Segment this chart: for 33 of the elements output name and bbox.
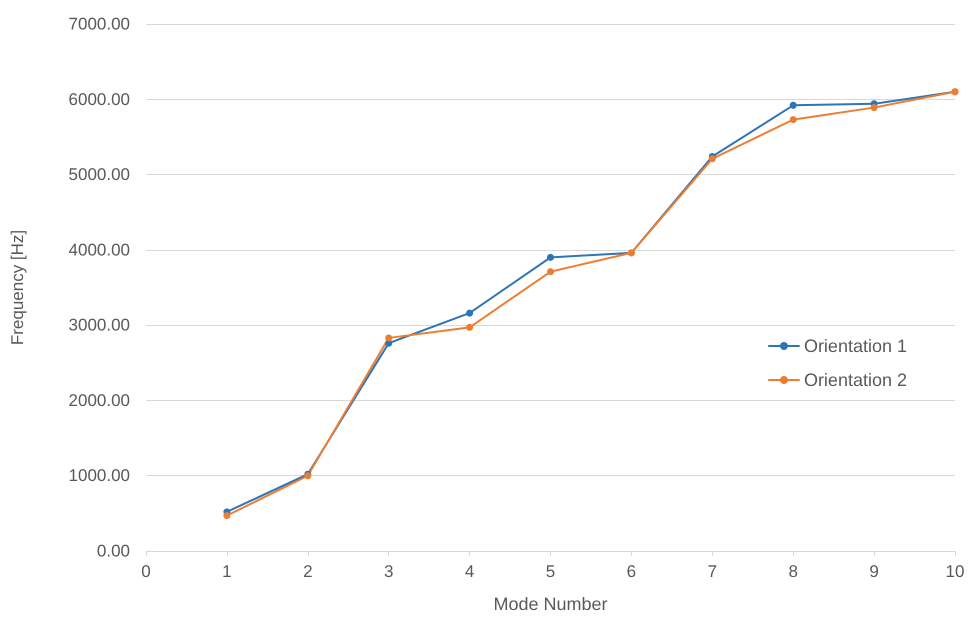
y-tick-label: 4000.00 bbox=[68, 240, 130, 260]
y-tick-label: 2000.00 bbox=[68, 390, 130, 410]
legend-label: Orientation 2 bbox=[804, 370, 907, 390]
x-tick-label: 5 bbox=[546, 562, 556, 581]
x-axis-title: Mode Number bbox=[493, 594, 608, 614]
point bbox=[547, 268, 554, 276]
point bbox=[708, 155, 716, 162]
x-tick-label: 8 bbox=[788, 562, 798, 581]
x-tick-label: 6 bbox=[626, 562, 636, 581]
x-tick-label: 10 bbox=[946, 562, 964, 581]
legend-label: Orientation 1 bbox=[804, 336, 907, 356]
point bbox=[223, 512, 230, 520]
point bbox=[547, 254, 554, 261]
y-tick-label: 7000.00 bbox=[68, 14, 130, 34]
x-tick-label: 3 bbox=[384, 562, 394, 581]
point bbox=[385, 334, 392, 342]
point bbox=[790, 116, 797, 124]
point bbox=[790, 102, 797, 109]
x-tick-label: 0 bbox=[141, 562, 151, 581]
x-tick-label: 9 bbox=[869, 562, 879, 581]
point bbox=[466, 324, 474, 331]
point bbox=[466, 310, 474, 317]
x-tick-label: 4 bbox=[464, 562, 474, 581]
y-tick-label: 3000.00 bbox=[68, 316, 130, 335]
point bbox=[870, 104, 878, 112]
y-tick-label: 6000.00 bbox=[68, 90, 130, 109]
y-tick-label: 5000.00 bbox=[68, 165, 130, 184]
y-tick-label: 1000.00 bbox=[68, 466, 130, 486]
x-tick-label: 2 bbox=[303, 562, 313, 581]
y-axis-title: Frequency [Hz] bbox=[8, 230, 27, 346]
x-tick-label: 1 bbox=[222, 562, 232, 581]
x-tick-label: 7 bbox=[708, 562, 718, 581]
y-tick-label: 0.00 bbox=[96, 542, 130, 560]
